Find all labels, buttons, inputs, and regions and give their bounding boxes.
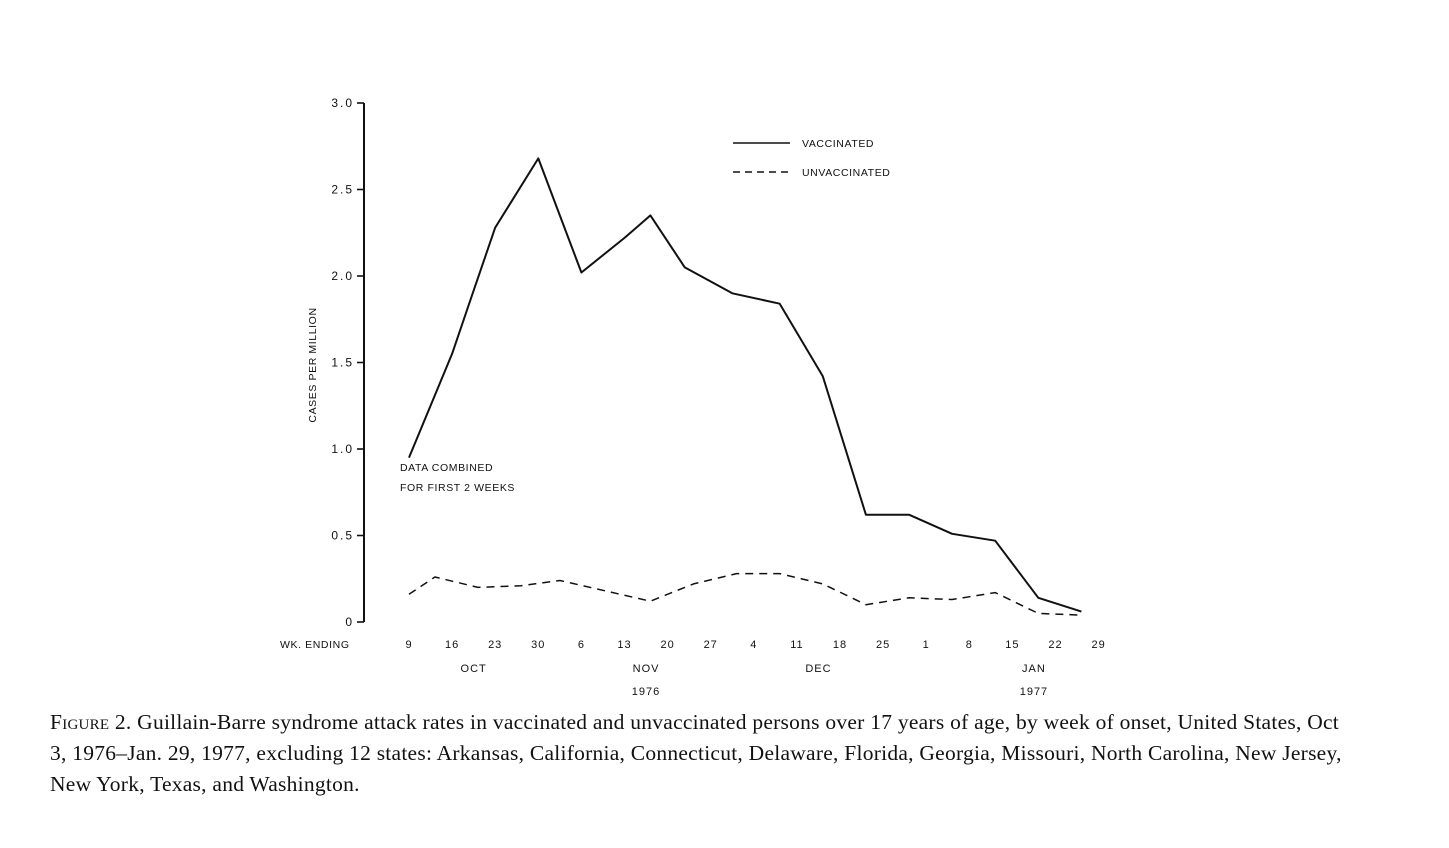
x-tick-label: 16 xyxy=(445,639,459,651)
y-tick-label: 2.0 xyxy=(331,269,354,283)
x-tick-label: 4 xyxy=(750,639,757,651)
legend: VACCINATED UNVACCINATED xyxy=(733,138,890,179)
month-label: JAN xyxy=(1022,663,1046,675)
y-tick-label: 3.0 xyxy=(331,96,354,110)
annotation-data-combined: DATA COMBINED FOR FIRST 2 WEEKS xyxy=(400,462,515,494)
x-tick-label: 1 xyxy=(923,639,930,651)
gbs-attack-rate-chart: 00.51.01.52.02.53.0 9 16 23 30 6 13 20 27 4 11 18 2… xyxy=(280,96,1105,698)
caption-text: Guillain-Barre syndrome attack rates in … xyxy=(50,710,1342,796)
x-tick-label: 27 xyxy=(704,639,718,651)
y-tick-label: 1.5 xyxy=(331,356,354,370)
y-tick-label: 2.5 xyxy=(331,183,354,197)
x-tick-label: 11 xyxy=(790,639,803,651)
x-tick-label: 8 xyxy=(966,639,973,651)
legend-label-unvaccinated: UNVACCINATED xyxy=(802,167,890,179)
year-label: 1976 xyxy=(632,686,660,698)
month-label: OCT xyxy=(461,663,487,675)
figure-label: Figure 2. xyxy=(50,710,132,734)
month-label: DEC xyxy=(805,663,831,675)
x-axis-label: WK. ENDING xyxy=(280,639,350,651)
legend-label-vaccinated: VACCINATED xyxy=(802,138,874,150)
y-tick-label: 0 xyxy=(345,615,354,629)
year-label: 1977 xyxy=(1020,686,1048,698)
x-tick-label: 9 xyxy=(405,639,412,651)
x-tick-label: 13 xyxy=(617,639,631,651)
y-tick-label: 0.5 xyxy=(331,529,354,543)
figure-caption: Figure 2. Guillain-Barre syndrome attack… xyxy=(50,707,1350,800)
series-line-unvaccinated xyxy=(408,572,1082,616)
x-tick-label: 25 xyxy=(876,639,890,651)
x-tick-label: 23 xyxy=(488,639,502,651)
x-tick-label: 18 xyxy=(833,639,847,651)
series-lines xyxy=(408,157,1082,616)
x-tick-label: 29 xyxy=(1091,639,1105,651)
month-label: NOV xyxy=(633,663,660,675)
y-ticks: 0 0.5 1.0 1.5 2.0 2.5 3.0 xyxy=(331,96,364,629)
x-tick-label: 6 xyxy=(578,639,585,651)
x-tick-label: 22 xyxy=(1048,639,1062,651)
y-axis-label: CASES PER MILLION xyxy=(307,307,319,422)
annotation-line-2: FOR FIRST 2 WEEKS xyxy=(400,482,515,494)
annotation-line-1: DATA COMBINED xyxy=(400,462,493,474)
series-line-vaccinated xyxy=(408,157,1082,613)
x-tick-label: 15 xyxy=(1005,639,1019,651)
x-tick-label: 30 xyxy=(531,639,545,651)
y-tick-label: 1.0 xyxy=(331,442,354,456)
x-tick-label: 20 xyxy=(660,639,674,651)
